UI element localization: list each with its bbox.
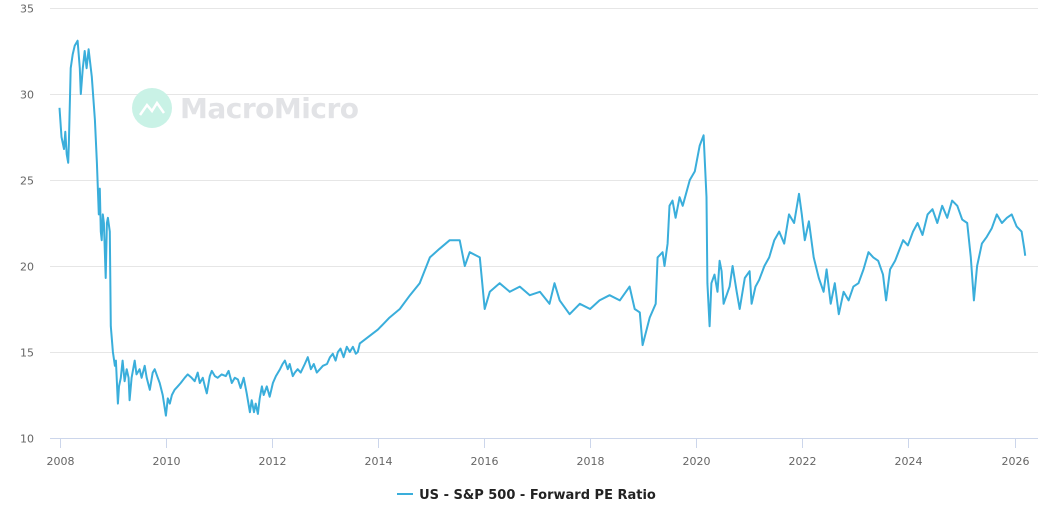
y-tick-label: 30 <box>20 89 34 102</box>
x-axis: 2008 2010 2012 2014 2016 2018 2020 2022 2024 2026 <box>47 438 1030 468</box>
series-line-forward-pe <box>58 39 1027 417</box>
x-tick-label: 2026 <box>1002 455 1030 468</box>
x-tick-label: 2008 <box>47 455 75 468</box>
y-tick-label: 15 <box>20 347 34 360</box>
y-tick-label: 10 <box>20 433 34 446</box>
x-tick-label: 2016 <box>471 455 499 468</box>
x-tick-label: 2020 <box>683 455 711 468</box>
x-tick-label: 2012 <box>259 455 287 468</box>
y-axis: 10 15 20 25 30 35 <box>20 3 34 446</box>
x-tick-label: 2022 <box>789 455 817 468</box>
line-chart: 10 15 20 25 30 35 2008 2010 2012 2014 2016 2018 202… <box>20 3 1038 468</box>
x-tick-label: 2014 <box>365 455 393 468</box>
legend-swatch <box>397 492 414 495</box>
watermark-text: MacroMicro <box>180 91 359 125</box>
gridlines <box>50 8 1038 439</box>
y-tick-label: 35 <box>20 3 34 16</box>
y-tick-label: 25 <box>20 175 34 188</box>
legend[interactable]: US - S&P 500 - Forward PE Ratio <box>0 488 1053 503</box>
x-tick-label: 2018 <box>577 455 605 468</box>
x-tick-label: 2010 <box>153 455 181 468</box>
legend-label: US - S&P 500 - Forward PE Ratio <box>419 488 656 503</box>
chart-line-icon <box>132 88 172 128</box>
watermark-logo: MacroMicro <box>132 88 359 128</box>
y-tick-label: 20 <box>20 261 34 274</box>
x-tick-label: 2024 <box>895 455 923 468</box>
